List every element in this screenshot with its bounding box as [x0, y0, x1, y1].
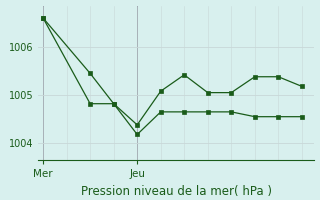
X-axis label: Pression niveau de la mer( hPa ): Pression niveau de la mer( hPa ): [81, 185, 271, 198]
